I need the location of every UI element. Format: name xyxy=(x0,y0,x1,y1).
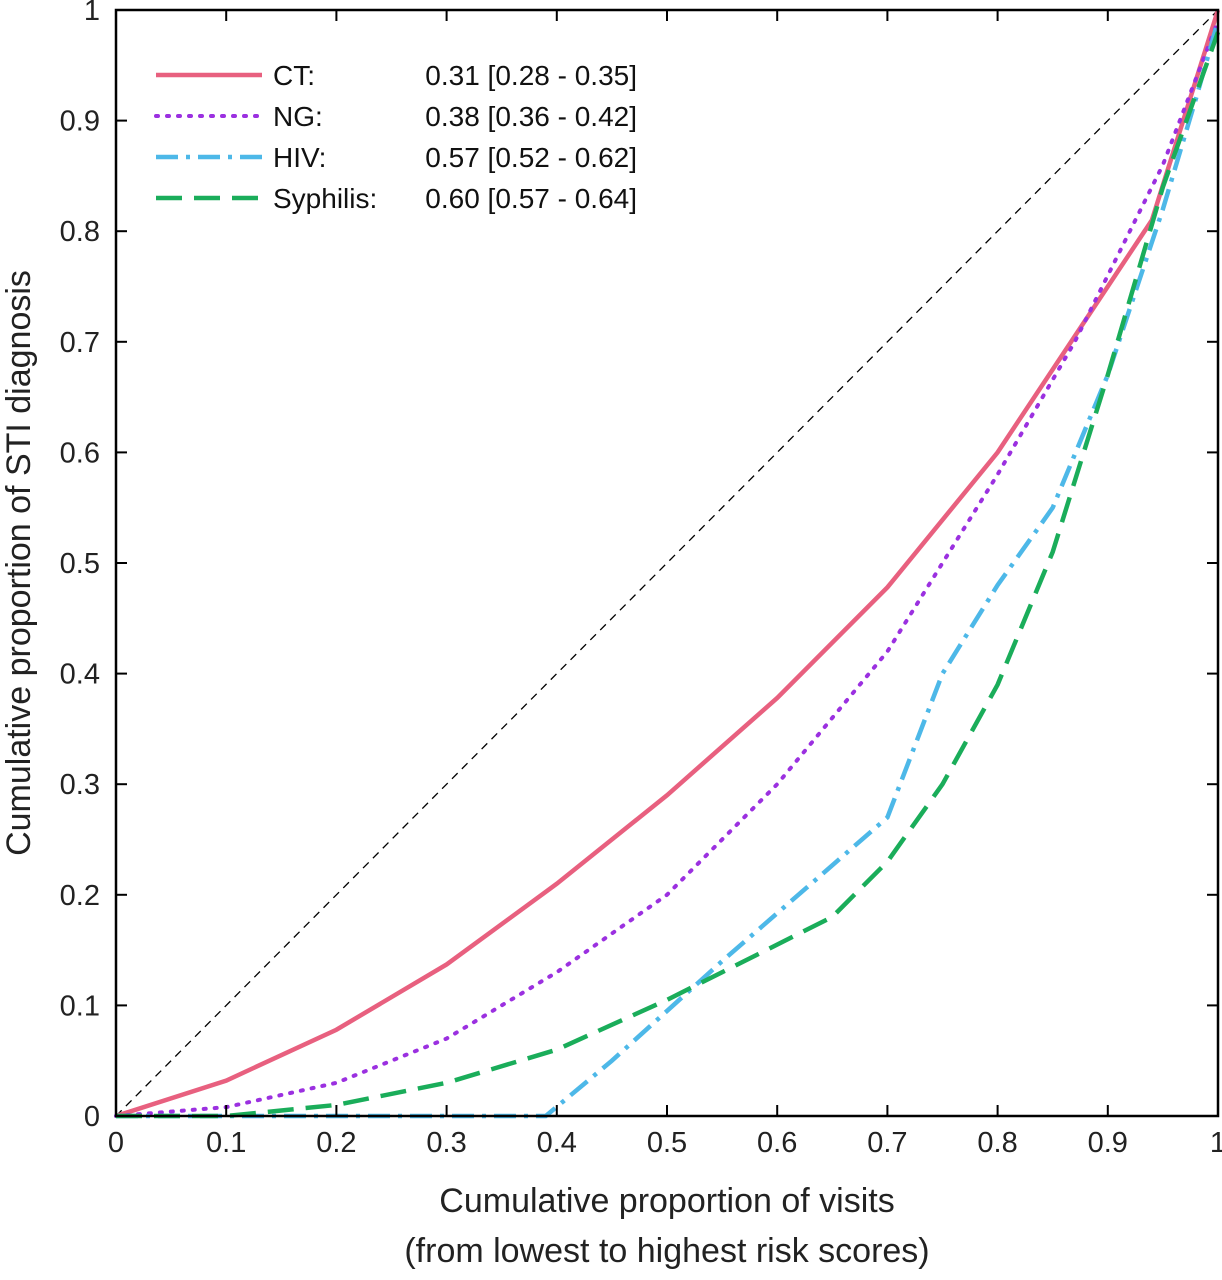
series-line-2 xyxy=(116,20,1221,1119)
x-axis-label-2: (from lowest to highest risk scores) xyxy=(404,1232,929,1270)
x-tick-label: 0 xyxy=(108,1127,124,1159)
legend: CT: 0.31 [0.28 - 0.35] NG: 0.38 [0.36 - 0.4… xyxy=(154,60,637,214)
y-tick-label: 0.3 xyxy=(60,769,100,801)
legend-label: HIV: xyxy=(273,142,326,173)
y-axis-label: Cumulative proportion of STI diagnosis xyxy=(0,270,38,856)
x-tick-label: 0.6 xyxy=(757,1127,797,1159)
legend-label: NG: xyxy=(273,101,323,132)
x-axis-label: Cumulative proportion of visits xyxy=(439,1182,894,1220)
x-tick-label: 0.8 xyxy=(977,1127,1017,1159)
y-tick-label: 0.6 xyxy=(60,437,100,469)
y-tick-label: 0 xyxy=(84,1101,100,1133)
legend-label: CT: xyxy=(273,60,315,91)
x-tick-label: 0.3 xyxy=(426,1127,466,1159)
series-line-1 xyxy=(114,19,1220,1118)
y-tick-label: 0.5 xyxy=(60,548,100,580)
legend-stat: 0.57 [0.52 - 0.62] xyxy=(425,142,637,173)
x-tick-label: 1 xyxy=(1210,1127,1222,1159)
x-tick-label: 0.5 xyxy=(647,1127,687,1159)
y-tick-label: 0.4 xyxy=(60,659,100,691)
y-tick-label: 0.1 xyxy=(60,990,100,1022)
x-tick-label: 0.2 xyxy=(316,1127,356,1159)
legend-stat: 0.60 [0.57 - 0.64] xyxy=(425,183,637,214)
legend-label: Syphilis: xyxy=(273,183,377,214)
reference-diagonal-line xyxy=(115,9,1219,1117)
series-line-3 xyxy=(116,31,1221,1119)
series-line-0 xyxy=(115,9,1221,1119)
x-tick-label: 0.1 xyxy=(206,1127,246,1159)
y-tick-label: 0.9 xyxy=(60,106,100,138)
legend-stat: 0.38 [0.36 - 0.42] xyxy=(425,101,637,132)
y-tick-label: 0.7 xyxy=(60,327,100,359)
y-tick-label: 1 xyxy=(84,0,100,27)
y-tick-label: 0.8 xyxy=(60,216,100,248)
x-tick-label: 0.9 xyxy=(1088,1127,1128,1159)
y-tick-label: 0.2 xyxy=(60,880,100,912)
x-tick-label: 0.7 xyxy=(867,1127,907,1159)
x-tick-label: 0.4 xyxy=(537,1127,577,1159)
legend-stat: 0.31 [0.28 - 0.35] xyxy=(425,60,637,91)
